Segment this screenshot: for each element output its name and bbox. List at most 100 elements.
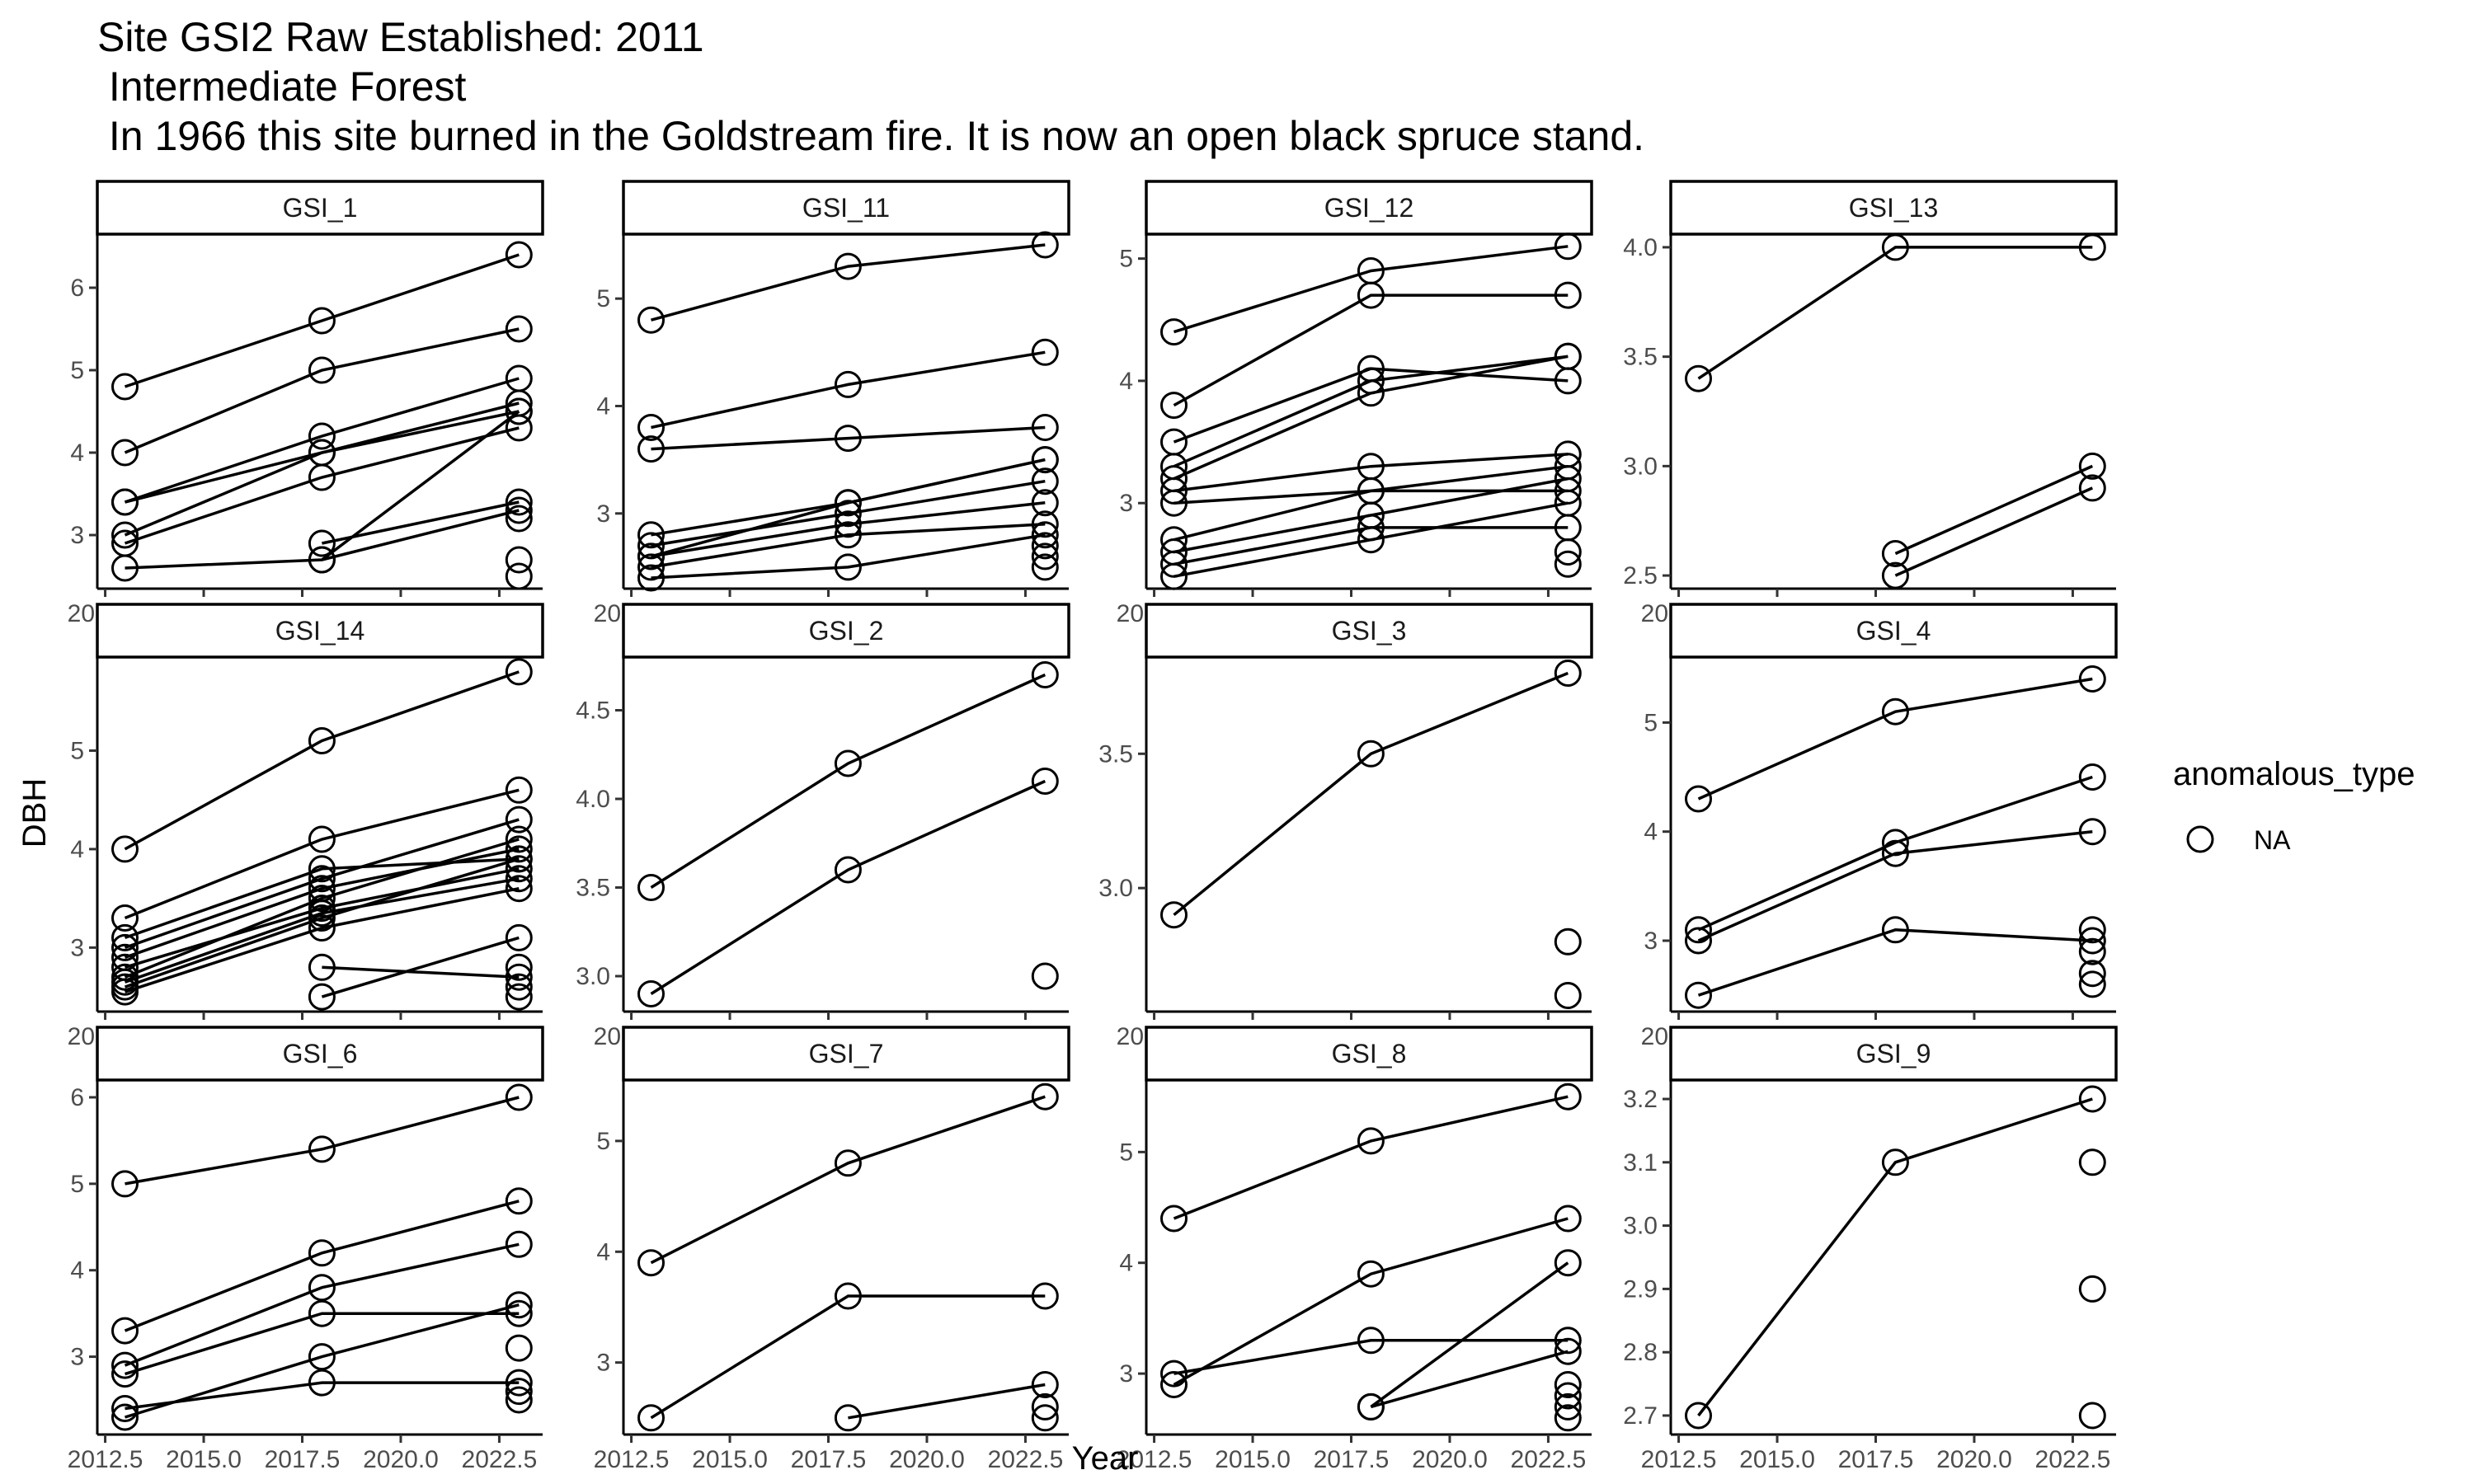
dbh-point: [637, 1249, 665, 1277]
dbh-point: [1031, 1082, 1059, 1111]
dbh-point: [1160, 562, 1188, 590]
dbh-point: [505, 1187, 533, 1215]
dbh-point: [1031, 1404, 1059, 1432]
tree-growth-line: [1894, 464, 2094, 556]
dbh-point: [505, 241, 533, 269]
dbh-point: [1554, 982, 1582, 1009]
x-tick-label: 2020.0: [889, 1446, 965, 1473]
tree-growth-line: [1894, 486, 2094, 577]
y-axis-title: DBH: [16, 778, 53, 848]
dbh-point: [834, 856, 862, 884]
dbh-point: [1685, 364, 1712, 392]
dbh-point: [1554, 1337, 1582, 1365]
facet-strip-label: GSI_11: [802, 193, 890, 223]
facet-strip: [1669, 180, 2118, 236]
dbh-point: [834, 1404, 862, 1432]
tree-growth-line: [650, 1095, 1046, 1265]
tree-growth-line: [124, 426, 520, 545]
dbh-point: [111, 1351, 139, 1379]
tree-growth-line: [1173, 671, 1569, 917]
y-tick-label: 3.0: [1623, 1213, 1658, 1240]
dbh-point: [1881, 233, 1909, 261]
dbh-point: [1357, 1392, 1385, 1421]
y-tick-label: 2.8: [1623, 1339, 1658, 1366]
dbh-point: [834, 553, 862, 581]
dbh-point: [1031, 231, 1059, 259]
dbh-point: [637, 874, 665, 901]
tree-growth-line: [651, 350, 1046, 430]
tree-growth-line: [124, 1312, 520, 1376]
dbh-point: [2078, 916, 2106, 944]
dbh-point: [1685, 785, 1712, 813]
dbh-point: [505, 923, 533, 951]
dbh-point: [1160, 1360, 1188, 1388]
dbh-point: [505, 658, 533, 686]
dbh-point: [637, 1404, 665, 1432]
dbh-point: [1357, 1260, 1385, 1288]
x-tick-label: 2015.0: [1739, 1446, 1815, 1473]
dbh-point: [637, 564, 665, 592]
y-tick-label: 3: [70, 1344, 84, 1371]
dbh-point: [1357, 1327, 1385, 1355]
panel-gsi-13: GSI_132012.52015.02017.52020.02022.52.53…: [1623, 180, 2118, 627]
x-tick-label: 2017.5: [1314, 1446, 1390, 1473]
dbh-point: [1031, 414, 1059, 441]
dbh-point: [111, 933, 139, 961]
dbh-point: [1031, 510, 1059, 538]
panel-gsi-7: GSI_7 2012.5 2015.0 2017.5 2020.0 2022.5 3 4 5: [594, 1026, 1070, 1473]
tree-growth-line: [1173, 1095, 1569, 1220]
y-tick-label: 3.5: [1623, 344, 1658, 371]
dbh-point: [1031, 521, 1059, 549]
dbh-point: [1357, 740, 1385, 768]
tree-growth-line: [1174, 526, 1569, 566]
dbh-point: [1031, 489, 1059, 517]
tree-growth-line: [124, 886, 520, 993]
y-tick-label: 3.0: [1098, 875, 1133, 902]
tree-growth-line: [1697, 677, 2093, 801]
tree-growth-line: [1173, 294, 1569, 407]
dbh-point: [1031, 1282, 1059, 1310]
facet-strip: [96, 180, 544, 236]
dbh-point: [834, 749, 862, 777]
dbh-point: [1160, 1205, 1188, 1233]
tree-growth-line: [1173, 355, 1569, 481]
dbh-point: [1881, 829, 1909, 857]
x-tick-label: 2020.0: [1936, 1446, 2012, 1473]
facet-strip-label: GSI_9: [1856, 1039, 1931, 1068]
x-tick-label: 2012.5: [1117, 1446, 1192, 1473]
panel-gsi-2: GSI_22012.52015.02017.52020.02022.53.03.…: [576, 603, 1070, 1050]
tree-growth-line: [322, 500, 520, 545]
dbh-point: [1881, 1148, 1909, 1176]
tree-growth-line: [1697, 1097, 2093, 1417]
title-line-3: In 1966 this site burned in the Goldstre…: [97, 113, 1644, 159]
dbh-point: [1031, 1371, 1059, 1398]
y-tick-label: 5: [596, 1128, 610, 1155]
tree-growth-line: [650, 673, 1047, 889]
y-tick-label: 5: [1119, 246, 1133, 273]
dbh-point: [111, 1317, 139, 1345]
facet-strip-label: GSI_4: [1856, 616, 1931, 646]
dbh-point: [505, 496, 533, 524]
dbh-point: [1554, 1327, 1582, 1355]
dbh-point: [1031, 446, 1059, 474]
dbh-point: [637, 980, 665, 1007]
dbh-point: [111, 1170, 139, 1198]
tree-growth-line: [124, 838, 520, 979]
tree-growth-line: [1697, 246, 2093, 380]
dbh-point: [1554, 281, 1582, 309]
dbh-point: [308, 529, 336, 557]
tree-growth-line: [651, 479, 1046, 547]
dbh-point: [308, 727, 336, 754]
facet-strip-label: GSI_8: [1332, 1039, 1407, 1068]
dbh-point: [2078, 970, 2106, 998]
dbh-point: [111, 439, 139, 467]
legend: anomalous_type NA: [2173, 756, 2415, 855]
facet-strip-label: GSI_2: [809, 616, 884, 646]
tree-growth-line: [124, 1242, 520, 1367]
tree-growth-line: [1697, 928, 2093, 997]
dbh-point: [1554, 550, 1582, 578]
y-tick-label: 6: [70, 1084, 84, 1111]
dbh-point: [1554, 232, 1582, 261]
legend-title: anomalous_type: [2173, 756, 2415, 792]
